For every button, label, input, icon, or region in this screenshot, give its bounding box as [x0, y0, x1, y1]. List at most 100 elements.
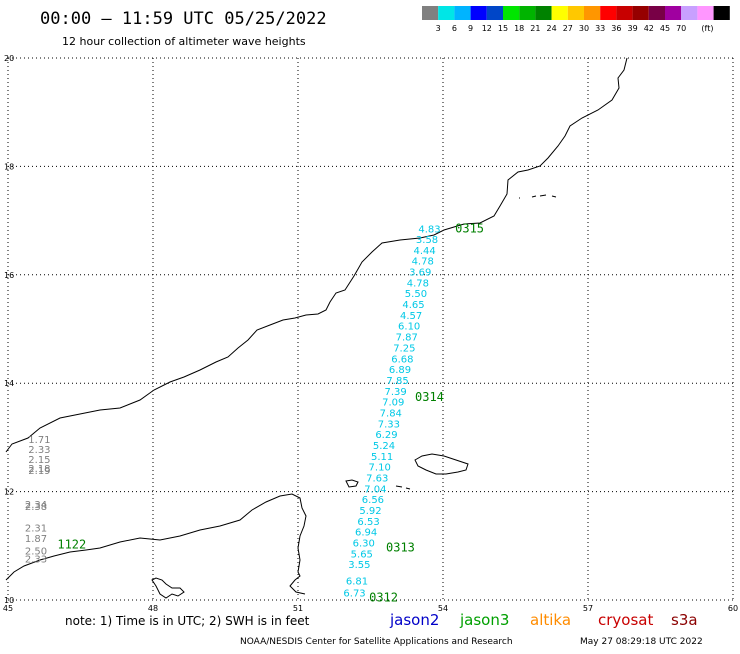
color-scale-label: 18: [514, 24, 524, 33]
color-scale-label: 70: [676, 24, 686, 33]
swh-value: 6.53: [357, 517, 379, 528]
color-scale-swatch: [454, 6, 471, 20]
altimeter-tracks: 4.833.584.444.783.694.785.504.654.576.10…: [25, 225, 441, 600]
lat-tick-label: 16: [4, 271, 14, 280]
color-scale-label: 6: [452, 24, 457, 33]
legend-altika: altika: [530, 611, 571, 629]
color-scale-label: 36: [611, 24, 621, 33]
swh-value: 4.78: [407, 278, 429, 289]
swh-value: 2.19: [28, 466, 50, 477]
arabian-coastline: [5, 57, 628, 453]
lat-lon-grid: [7, 57, 734, 601]
color-scale-swatch: [470, 6, 487, 20]
swh-value: 4.65: [402, 300, 424, 311]
credit-text: NOAA/NESDIS Center for Satellite Applica…: [240, 637, 513, 647]
pass-time-label: 0314: [415, 390, 444, 404]
swh-value: 2.34: [25, 500, 47, 511]
swh-value: 7.10: [369, 463, 391, 474]
lon-tick-label: 57: [583, 604, 593, 613]
swh-value: 3.69: [409, 268, 431, 279]
color-scale-swatch: [665, 6, 682, 20]
swh-value: 7.63: [366, 474, 388, 485]
swh-value: 2.50: [25, 547, 47, 558]
somali-coastline: [5, 493, 307, 595]
color-scale-label: 27: [563, 24, 573, 33]
swh-value: 5.11: [371, 452, 393, 463]
color-scale-swatch: [551, 6, 568, 20]
map-subtitle: 12 hour collection of altimeter wave hei…: [62, 35, 306, 48]
swh-value: 2.38: [25, 502, 47, 513]
swh-value: 5.92: [359, 506, 381, 517]
color-scale-swatch: [632, 6, 649, 20]
color-scale-swatch: [616, 6, 633, 20]
footnote: note: 1) Time is in UTC; 2) SWH is in fe…: [65, 614, 310, 628]
pass-time-label: 0313: [386, 540, 415, 554]
color-scale-swatch: [567, 6, 584, 20]
lat-tick-label: 12: [4, 488, 14, 497]
swh-value: 6.68: [391, 354, 413, 365]
swh-value: 6.56: [362, 495, 384, 506]
swh-value: 6.94: [355, 528, 377, 539]
swh-value: 3.55: [348, 560, 370, 571]
pass-time-label: 0312: [369, 590, 398, 604]
swh-value: 7.09: [382, 398, 404, 409]
color-scale-label: 15: [498, 24, 508, 33]
color-scale-swatch: [681, 6, 698, 20]
color-scale-swatch: [438, 6, 455, 20]
legend-jason2: jason2: [389, 611, 439, 629]
lon-tick-label: 45: [3, 604, 13, 613]
swh-value: 2.33: [28, 445, 50, 456]
color-scale-swatch: [697, 6, 714, 20]
swh-value: 7.84: [380, 408, 402, 419]
legend-cryosat: cryosat: [598, 611, 653, 629]
legend-jason3: jason3: [459, 611, 509, 629]
pass-time-label: 1122: [57, 538, 86, 552]
color-scale-label: 30: [579, 24, 589, 33]
color-scale-label: 12: [482, 24, 492, 33]
swh-value: 1.87: [25, 534, 47, 545]
color-scale-swatch: [600, 6, 617, 20]
lon-tick-label: 48: [148, 604, 158, 613]
swh-value: 4.57: [400, 311, 422, 322]
swh-value: 5.50: [405, 289, 427, 300]
swh-value: 1.71: [28, 435, 50, 446]
swh-value: 7.25: [393, 343, 415, 354]
legend-s3a: s3a: [671, 611, 698, 629]
swh-value: 6.81: [346, 576, 368, 587]
swh-value: 5.65: [351, 549, 373, 560]
color-scale-swatch: [422, 6, 439, 20]
color-scale-unit: (ft): [701, 24, 713, 33]
swh-value: 6.29: [375, 430, 397, 441]
color-scale-label: 21: [530, 24, 540, 33]
swh-value: 6.89: [389, 365, 411, 376]
lat-tick-label: 14: [4, 379, 14, 388]
lat-tick-label: 10: [4, 596, 14, 605]
coastlines: [5, 57, 628, 599]
swh-value: 6.73: [343, 588, 365, 599]
pass-time-label: 0315: [455, 222, 484, 236]
swh-value: 3.58: [416, 235, 438, 246]
map-title: 00:00 – 11:59 UTC 05/25/2022: [40, 9, 327, 29]
color-scale-label: 42: [644, 24, 654, 33]
lon-tick-label: 60: [728, 604, 738, 613]
swh-value: 2.15: [28, 455, 50, 466]
socotra-island: [414, 453, 469, 475]
swh-value: 6.30: [353, 539, 375, 550]
swh-value: 4.78: [412, 257, 434, 268]
axis-tick-labels: 45 48 51 54 57 60 10 12 14 16 18 20: [3, 54, 738, 613]
swh-value: 4.83: [418, 225, 440, 236]
swh-value: 7.04: [364, 484, 386, 495]
generated-timestamp: May 27 08:29:18 UTC 2022: [580, 637, 703, 647]
swh-value: 7.33: [378, 419, 400, 430]
track-jason3: 4.833.584.444.783.694.785.504.654.576.10…: [343, 225, 440, 600]
lat-tick-label: 20: [4, 54, 14, 63]
color-scale-label: 9: [468, 24, 473, 33]
lat-tick-label: 18: [4, 162, 14, 171]
swh-value: 7.39: [385, 387, 407, 398]
track-other: 1.712.332.152.182.192.342.382.311.872.50…: [25, 435, 51, 565]
color-scale-swatch: [535, 6, 552, 20]
color-scale-label: 24: [547, 24, 557, 33]
somali-islands: [151, 577, 185, 599]
color-scale-swatch: [519, 6, 536, 20]
